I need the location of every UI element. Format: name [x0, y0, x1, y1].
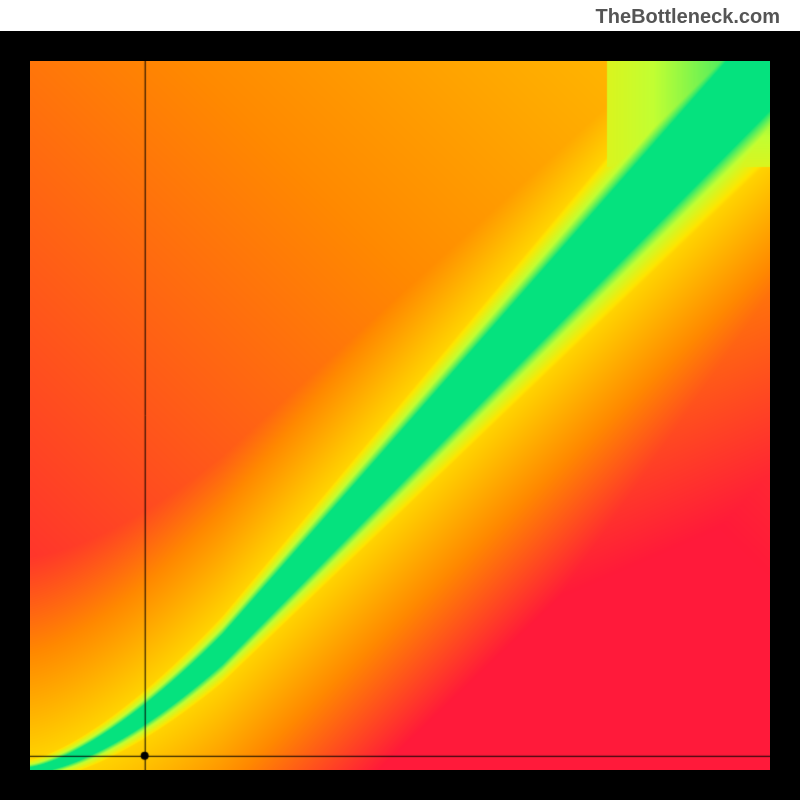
frame-right [770, 31, 800, 800]
frame-bottom [0, 770, 800, 800]
marker-overlay [30, 61, 770, 770]
frame-left [0, 31, 30, 800]
frame-top [0, 31, 800, 61]
watermark-text: TheBottleneck.com [596, 6, 780, 29]
